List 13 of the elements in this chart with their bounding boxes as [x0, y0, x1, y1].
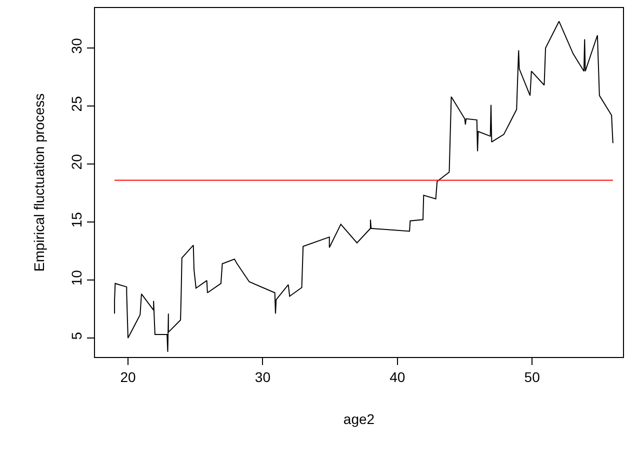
- x-axis-title: age2: [343, 411, 375, 428]
- x-tick-label: 30: [254, 368, 271, 385]
- x-tick-label: 50: [524, 368, 540, 385]
- y-tick-label: 15: [68, 212, 84, 228]
- y-axis-title: Empirical fluctuation process: [31, 93, 47, 272]
- y-tick-label: 10: [68, 270, 84, 286]
- x-tick-label: 40: [390, 368, 406, 385]
- x-tick-label: 20: [120, 368, 136, 385]
- y-tick-label: 5: [68, 332, 84, 340]
- y-tick-label: 25: [68, 96, 84, 112]
- line-series: [114, 20, 614, 352]
- y-tick-label: 20: [68, 154, 84, 170]
- y-tick-label: 30: [68, 38, 84, 54]
